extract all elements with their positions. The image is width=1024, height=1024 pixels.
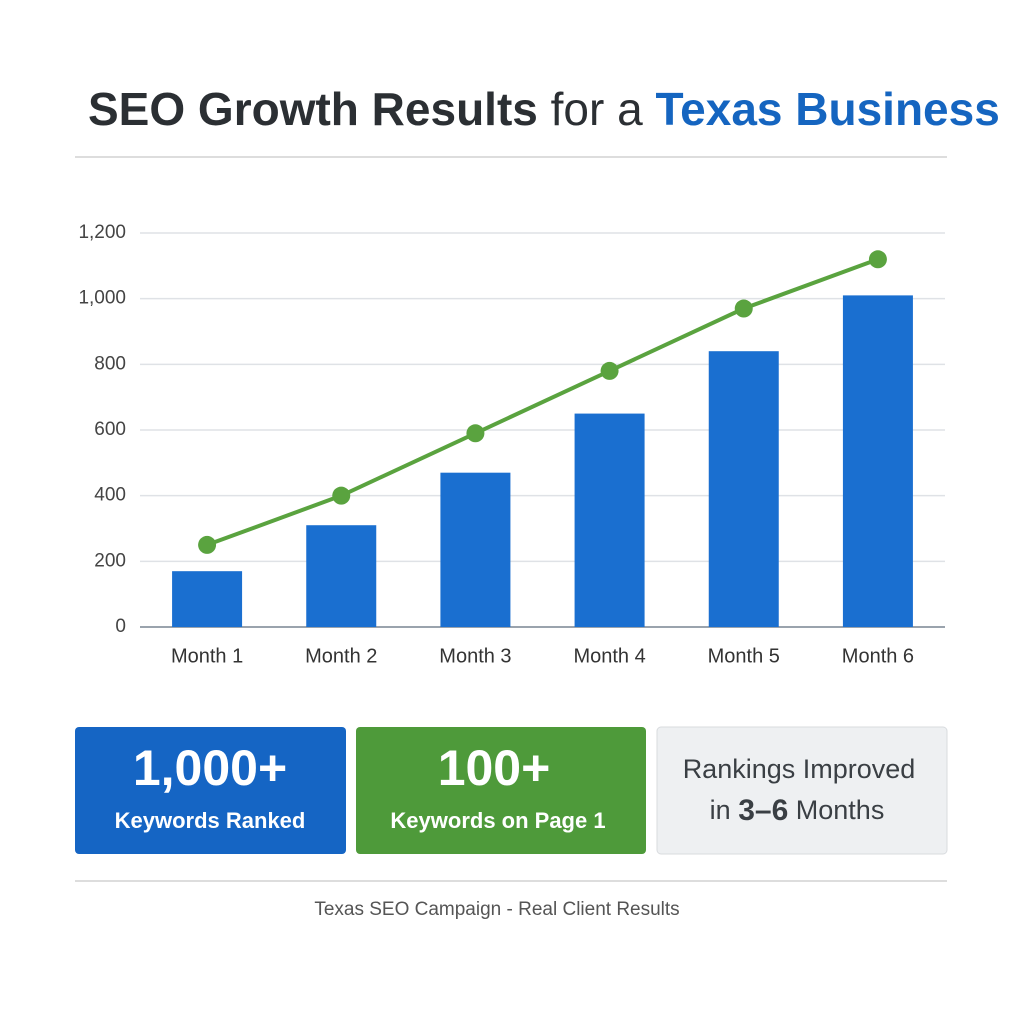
bar	[574, 413, 645, 627]
bar	[842, 295, 913, 627]
y-tick-label: 200	[94, 550, 126, 571]
y-tick-label: 1,200	[78, 222, 126, 243]
bar	[440, 472, 511, 627]
y-tick-label: 0	[115, 616, 126, 637]
x-tick-label: Month 1	[171, 645, 243, 667]
plot: 0 200 400 600 800 1,000 1,200 Month 1 Month 2 Mon…	[78, 222, 945, 667]
x-tick-label: Month 3	[439, 645, 511, 667]
line-point	[600, 361, 619, 380]
x-tick-label: Month 4	[573, 645, 645, 667]
bar	[172, 571, 243, 627]
stat-label: Keywords on Page 1	[390, 808, 605, 833]
stat-text: in 3–6 Months	[710, 794, 885, 827]
stat-value: 1,000+	[133, 740, 287, 796]
line-point	[734, 299, 753, 318]
y-tick-label: 1,000	[78, 288, 126, 309]
bar	[708, 351, 779, 627]
stat-card	[656, 726, 948, 855]
footer: Texas SEO Campaign - Real Client Results	[314, 899, 679, 920]
title-part: for a	[551, 83, 643, 135]
line-point	[466, 424, 485, 443]
line-point	[332, 486, 351, 505]
x-tick-label: Month 6	[842, 645, 914, 667]
x-tick-label: Month 2	[305, 645, 377, 667]
title-part: Texas Business	[655, 83, 999, 135]
line	[206, 257, 879, 547]
y-tick-label: 400	[94, 485, 126, 506]
x-tick-label: Month 5	[708, 645, 780, 667]
stat-value: 100+	[438, 740, 551, 796]
stat-text-part: 3–6	[738, 794, 788, 827]
title-part: SEO Growth Results	[88, 83, 538, 135]
stat-card	[75, 727, 346, 854]
y-tick-label: 800	[94, 353, 126, 374]
stat-card	[356, 727, 646, 854]
stat-text-part: Months	[796, 795, 885, 825]
stat-text-part: in	[710, 795, 731, 825]
line-point	[198, 535, 217, 554]
stat-text: Rankings Improved	[683, 754, 916, 784]
y-tick-label: 600	[94, 419, 126, 440]
stat-label: Keywords Ranked	[115, 808, 306, 833]
title: SEO Growth Results for a Texas Business	[88, 83, 1000, 135]
line-point	[868, 250, 887, 269]
bar	[306, 525, 377, 627]
